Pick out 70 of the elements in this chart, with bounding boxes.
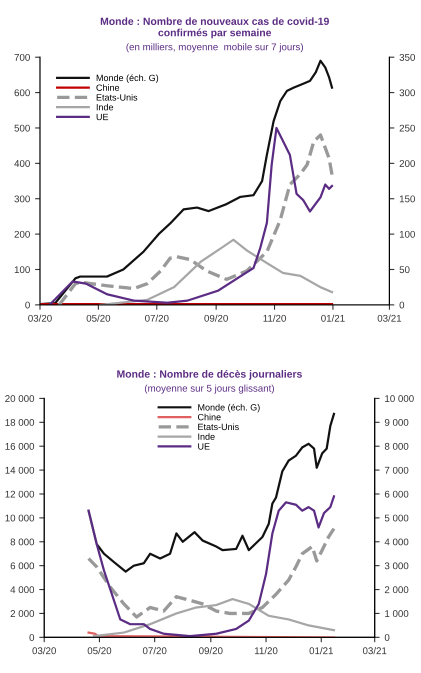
legend-label: Chine [198,414,221,420]
y2-tick-label: 350 [400,54,415,61]
y-tick-label: 20 000 [5,395,34,402]
y-tick-label: 600 [14,89,30,96]
legend-label: Etats-Unis [96,94,138,101]
y-tick-label: 4 000 [10,586,34,594]
y2-tick-label: 150 [400,195,415,202]
chart-title: Monde : Nombre de nouveaux cas de covid-19 confirmés par semaine [100,17,329,38]
x-tick-label: 11/20 [263,314,286,322]
y2-tick-label: 250 [400,124,415,132]
y2-tick-label: 0 [384,634,390,641]
y-tick-label: 100 [14,266,30,274]
legend-label: Monde (éch. G) [96,74,158,83]
legend-label: UE [198,443,210,450]
y-tick-label: 10 000 [5,514,34,522]
y2-tick-label: 1 000 [385,610,408,618]
y-tick-label: 700 [14,54,30,61]
legend-label: UE [96,114,108,120]
y2-tick-label: 200 [400,160,415,167]
x-tick-label: 03/21 [362,647,386,654]
chart-title: Monde : Nombre de décès journaliers [117,370,302,380]
y2-tick-label: 8 000 [384,442,408,450]
y2-tick-label: 50 [400,266,410,274]
y-tick-label: 0 [29,634,34,641]
y2-tick-label: 9 000 [384,419,408,426]
chart-subtitle: (moyenne sur 5 jours glissant) [144,384,274,394]
y-tick-label: 0 [25,302,30,308]
y2-tick-label: 6 000 [384,490,408,498]
x-tick-label: 03/20 [28,314,52,322]
y2-tick-label: 10 000 [385,395,414,402]
x-tick-label: 11/20 [254,647,278,654]
x-tick-label: 07/20 [145,314,169,322]
y-tick-label: 200 [14,230,30,238]
y-tick-label: 8 000 [10,538,34,546]
y2-tick-label: 7 000 [384,466,408,474]
x-tick-label: 05/20 [86,314,110,322]
y2-tick-label: 2 000 [384,586,408,594]
x-tick-label: 01/21 [321,314,345,322]
x-tick-label: 03/21 [378,314,402,322]
line-series [92,598,336,638]
y-tick-label: 12 000 [5,490,34,498]
y2-tick-label: 4 000 [384,538,408,546]
legend-label: Inde [198,433,215,440]
y-tick-label: 14 000 [5,466,34,474]
y-tick-label: 6 000 [10,562,34,570]
x-tick-label: 03/20 [32,647,56,654]
legend-label: Chine [96,84,120,91]
x-tick-label: 05/20 [88,647,112,654]
x-tick-label: 09/20 [204,314,228,322]
y2-tick-label: 3 000 [384,562,408,570]
y-tick-label: 16 000 [5,442,34,450]
line-series [99,238,334,305]
x-tick-label: 09/20 [199,647,223,654]
y-tick-label: 2 000 [10,610,34,618]
y-tick-label: 300 [14,195,30,202]
y2-tick-label: 300 [400,89,415,96]
x-tick-label: 01/21 [309,647,333,654]
y-tick-label: 500 [14,124,30,132]
line-series [86,526,336,619]
y-tick-label: 400 [14,160,30,167]
chart-subtitle: (en milliers, moyenne mobile sur 7 jours) [126,43,303,52]
x-tick-label: 07/20 [142,647,166,654]
line-series [87,495,336,638]
legend-label: Monde (éch. G) [198,404,260,412]
y2-tick-label: 5 000 [384,514,408,522]
y2-tick-label: 0 [400,302,404,308]
y-tick-label: 18 000 [5,419,34,426]
legend-label: Inde [96,104,114,110]
legend-label: Etats-Unis [198,423,239,430]
y2-tick-label: 100 [400,230,415,238]
